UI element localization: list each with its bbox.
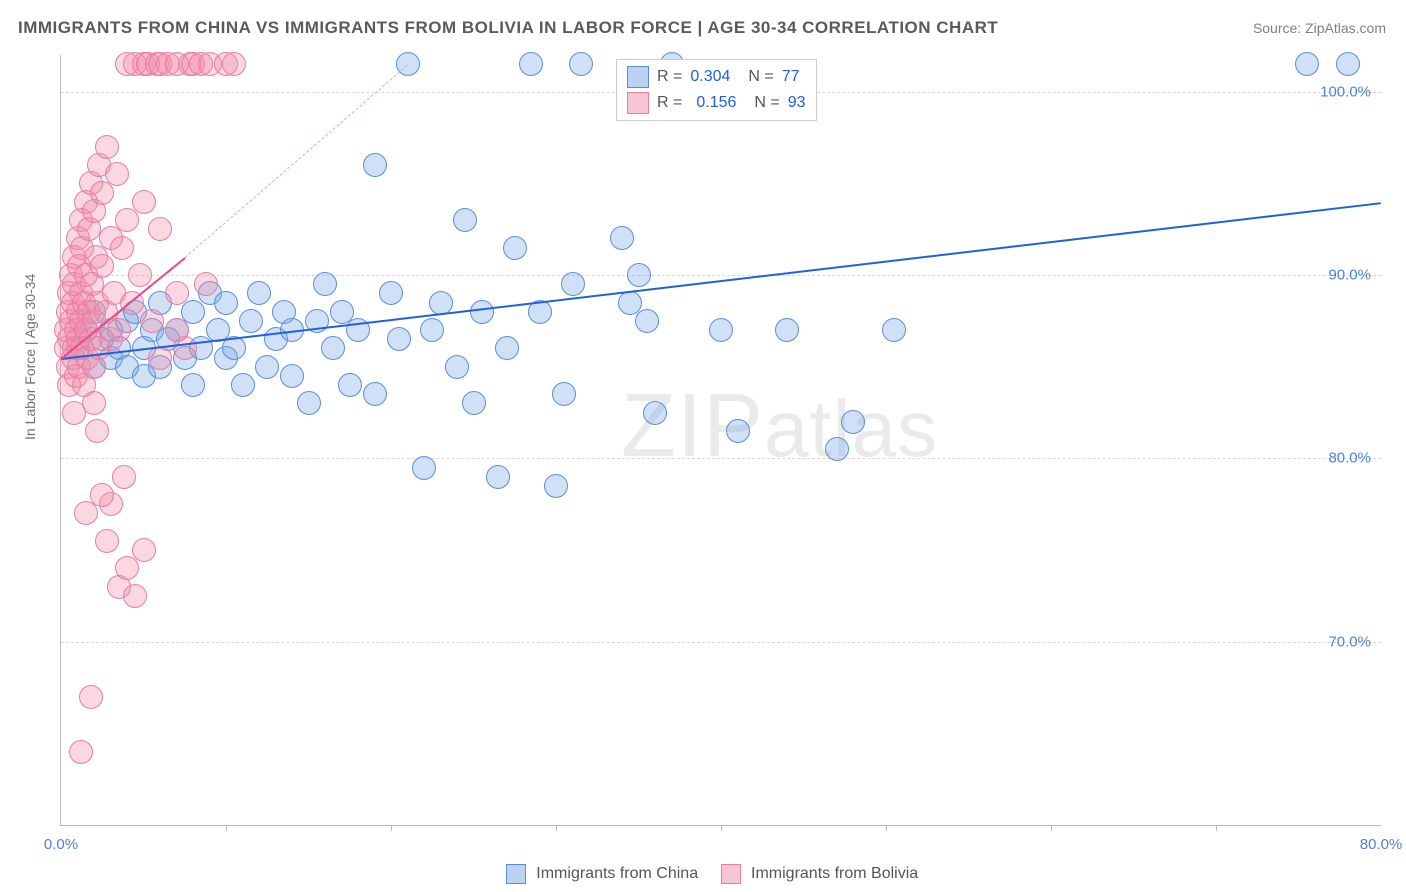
scatter-point	[726, 419, 750, 443]
chart-title: IMMIGRANTS FROM CHINA VS IMMIGRANTS FROM…	[18, 18, 998, 38]
scatter-point	[105, 162, 129, 186]
scatter-point	[627, 263, 651, 287]
scatter-point	[165, 318, 189, 342]
scatter-point	[222, 52, 246, 76]
scatter-point	[194, 272, 218, 296]
scatter-point	[95, 529, 119, 553]
scatter-point	[297, 391, 321, 415]
scatter-point	[115, 208, 139, 232]
ytick-label: 90.0%	[1328, 267, 1371, 284]
scatter-point	[165, 281, 189, 305]
scatter-point	[90, 483, 114, 507]
xtick-mark	[556, 825, 557, 831]
ytick-label: 100.0%	[1320, 83, 1371, 100]
scatter-point	[132, 538, 156, 562]
legend-label-china: Immigrants from China	[536, 865, 698, 882]
scatter-point	[412, 456, 436, 480]
scatter-point	[635, 309, 659, 333]
watermark: ZIPatlas	[621, 375, 938, 478]
scatter-point	[112, 465, 136, 489]
scatter-point	[610, 226, 634, 250]
legend-swatch-china	[506, 864, 526, 884]
y-axis-label: In Labor Force | Age 30-34	[22, 274, 38, 440]
scatter-point	[181, 373, 205, 397]
scatter-point	[1295, 52, 1319, 76]
scatter-point	[387, 327, 411, 351]
scatter-point	[90, 254, 114, 278]
scatter-point	[470, 300, 494, 324]
scatter-point	[882, 318, 906, 342]
scatter-point	[239, 309, 263, 333]
scatter-point	[140, 309, 164, 333]
scatter-point	[519, 52, 543, 76]
xtick-mark	[1216, 825, 1217, 831]
scatter-point	[1336, 52, 1360, 76]
scatter-point	[247, 281, 271, 305]
scatter-point	[214, 291, 238, 315]
scatter-point	[110, 236, 134, 260]
scatter-point	[280, 364, 304, 388]
xtick-mark	[886, 825, 887, 831]
gridline-h	[61, 458, 1381, 459]
scatter-point	[69, 740, 93, 764]
xtick-mark	[1051, 825, 1052, 831]
scatter-point	[643, 401, 667, 425]
scatter-point	[85, 419, 109, 443]
legend-bottom: Immigrants from China Immigrants from Bo…	[0, 864, 1406, 884]
scatter-point	[255, 355, 279, 379]
scatter-point	[363, 382, 387, 406]
scatter-point	[62, 401, 86, 425]
xtick-label: 0.0%	[44, 836, 78, 853]
scatter-point	[132, 190, 156, 214]
legend-swatch-bolivia	[721, 864, 741, 884]
scatter-point	[123, 584, 147, 608]
scatter-point	[379, 281, 403, 305]
ytick-label: 80.0%	[1328, 450, 1371, 467]
scatter-point	[181, 300, 205, 324]
gridline-h	[61, 642, 1381, 643]
scatter-point	[338, 373, 362, 397]
scatter-point	[128, 263, 152, 287]
legend-label-bolivia: Immigrants from Bolivia	[751, 865, 918, 882]
scatter-point	[74, 501, 98, 525]
scatter-point	[561, 272, 585, 296]
stats-swatch-bolivia	[627, 92, 649, 114]
source-label: Source: ZipAtlas.com	[1253, 20, 1386, 36]
scatter-point	[495, 336, 519, 360]
xtick-mark	[391, 825, 392, 831]
scatter-point	[313, 272, 337, 296]
scatter-point	[552, 382, 576, 406]
stats-swatch-china	[627, 66, 649, 88]
scatter-point	[79, 685, 103, 709]
scatter-point	[569, 52, 593, 76]
scatter-point	[231, 373, 255, 397]
scatter-point	[420, 318, 444, 342]
scatter-point	[115, 556, 139, 580]
xtick-mark	[721, 825, 722, 831]
scatter-point	[544, 474, 568, 498]
gridline-h	[61, 275, 1381, 276]
xtick-label: 80.0%	[1360, 836, 1403, 853]
scatter-point	[148, 217, 172, 241]
xtick-mark	[226, 825, 227, 831]
scatter-point	[775, 318, 799, 342]
stats-legend: R =0.304N =77R =0.156N =93	[616, 59, 817, 121]
scatter-point	[363, 153, 387, 177]
scatter-point	[462, 391, 486, 415]
scatter-point	[429, 291, 453, 315]
scatter-point	[825, 437, 849, 461]
scatter-point	[321, 336, 345, 360]
scatter-point	[486, 465, 510, 489]
scatter-point	[841, 410, 865, 434]
scatter-point	[709, 318, 733, 342]
scatter-point	[503, 236, 527, 260]
scatter-point	[107, 318, 131, 342]
scatter-point	[453, 208, 477, 232]
scatter-point	[445, 355, 469, 379]
plot-area: ZIPatlas 70.0%80.0%90.0%100.0%0.0%80.0%R…	[60, 55, 1381, 826]
scatter-point	[95, 135, 119, 159]
ytick-label: 70.0%	[1328, 633, 1371, 650]
